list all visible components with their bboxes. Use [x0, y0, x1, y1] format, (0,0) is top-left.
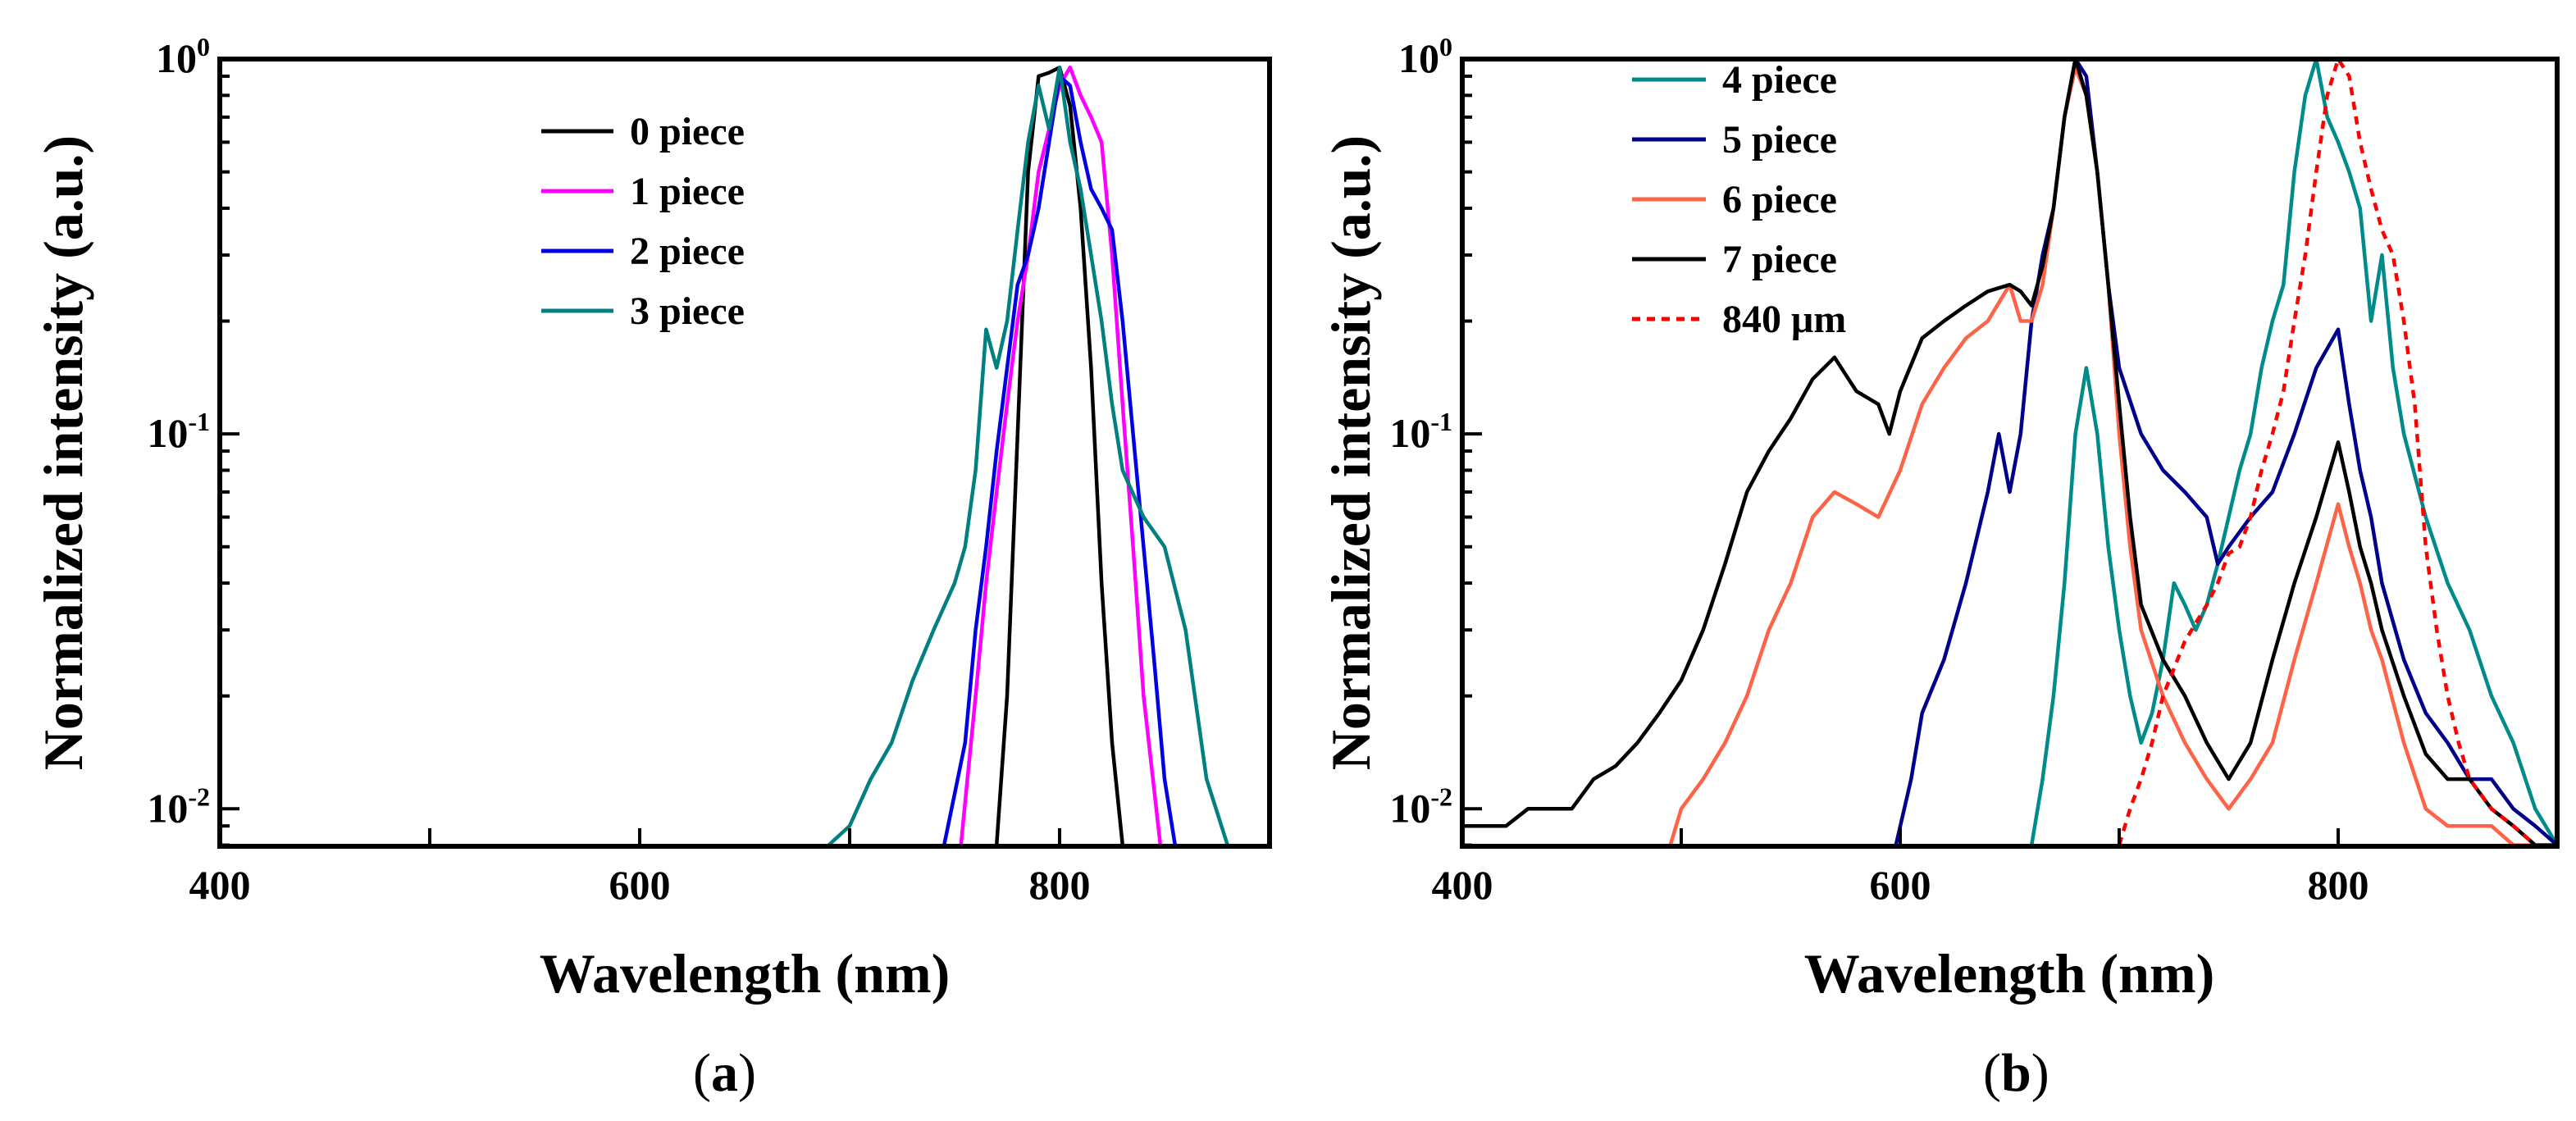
- panel-a-legend: 0 piece 1 piece 2 piece 3 piece: [541, 110, 745, 333]
- panel-b-legend: 4 piece 5 piece 6 piece 7 piece 840 μm: [1632, 58, 1846, 341]
- panel-b-legend-label-1: 4 piece: [1722, 58, 1837, 102]
- panel-b-y-tick-label: 100: [1398, 32, 1452, 81]
- panel-a-y-tick-label: 10-2: [147, 782, 210, 831]
- panel-a-legend-label-1: 0 piece: [630, 110, 745, 153]
- panel-b-x-tick-label: 800: [2308, 862, 2369, 908]
- panel-a-y-axis-title: Normalized intensity (a.u.): [32, 135, 94, 770]
- panel-b-y-tick-exponent: -2: [1430, 782, 1452, 811]
- panel-b-y-tick-exponent: -1: [1430, 407, 1452, 436]
- panel-b-series-line-4: [1462, 59, 2557, 846]
- panel-a-legend-label-3: 2 piece: [630, 230, 745, 273]
- panel-b-legend-label-2: 5 piece: [1722, 118, 1837, 162]
- panel-a-x-axis-title: Wavelength (nm): [540, 942, 951, 1005]
- panel-b-series-line-2: [1894, 59, 2557, 846]
- panel-a-x-tick-label: 800: [1029, 862, 1091, 908]
- panel-b-x-tick-label: 600: [1870, 862, 1931, 908]
- panel-b-y-tick-exponent: 0: [1439, 32, 1452, 62]
- panel-a-legend-label-2: 1 piece: [630, 170, 745, 213]
- panel-b-series-line-1: [2029, 59, 2557, 846]
- panel-b-legend-label-4: 7 piece: [1722, 238, 1837, 281]
- panel-b-series-line-5: [2117, 59, 2537, 846]
- panel-b-caption-letter: b: [2001, 1043, 2031, 1103]
- panel-a-y-tick-exponent: -2: [188, 782, 210, 811]
- panel-a-y-tick-label: 10-1: [147, 407, 210, 456]
- panel-b-caption: (b): [1983, 1043, 2049, 1103]
- panel-a-legend-label-4: 3 piece: [630, 289, 745, 333]
- panel-b-y-tick-label: 10-2: [1389, 782, 1452, 831]
- panel-a-caption: (a): [693, 1043, 756, 1103]
- panel-b-plot-frame: [1460, 57, 2560, 849]
- panel-a-series: [827, 65, 1229, 846]
- panel-b-x-axis-title: Wavelength (nm): [1804, 942, 2215, 1005]
- panel-b-series: [1462, 59, 2557, 846]
- panel-b-y-tick-base: 10: [1389, 785, 1430, 831]
- panel-b-legend-label-3: 6 piece: [1722, 178, 1837, 221]
- panel-a-series-line-4: [827, 65, 1229, 846]
- panel-a-y-tick-base: 10: [156, 35, 197, 81]
- panel-a-series-line-2: [959, 65, 1163, 845]
- panel-a-series-line-3: [941, 74, 1178, 846]
- panel-b-y-tick-base: 10: [1389, 410, 1430, 456]
- panel-b-y-axis-title: Normalized intensity (a.u.): [1320, 135, 1382, 770]
- panel-b-x-tick-label: 400: [1432, 862, 1493, 908]
- panel-a-y-tick-exponent: -1: [188, 407, 210, 436]
- panel-a-x-tick-label: 400: [189, 862, 251, 908]
- panel-a-y-tick-base: 10: [147, 410, 188, 456]
- panel-a-y-tick-exponent: 0: [197, 32, 210, 62]
- panel-b-legend-label-5: 840 μm: [1722, 298, 1846, 341]
- panel-a-caption-letter: a: [711, 1043, 738, 1103]
- panel-a-y-tick-label: 100: [156, 32, 210, 81]
- panel-a-x-tick-label: 600: [609, 862, 671, 908]
- panel-b-y-tick-label: 10-1: [1389, 407, 1452, 456]
- panel-b-y-tick-base: 10: [1398, 35, 1439, 81]
- panel-a-y-tick-base: 10: [147, 785, 188, 831]
